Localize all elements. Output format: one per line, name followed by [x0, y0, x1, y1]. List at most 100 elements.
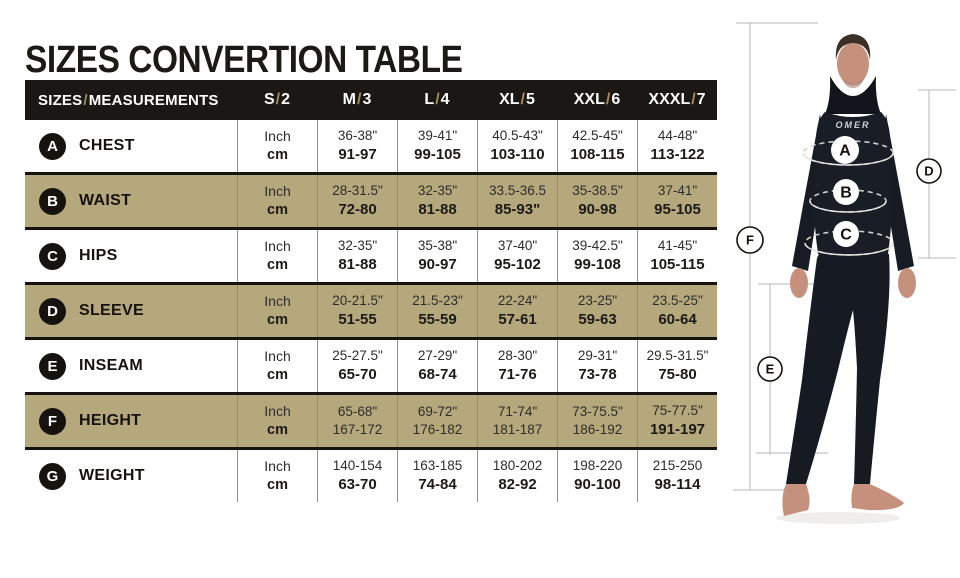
value-cell: 37-40" 95-102	[477, 230, 557, 282]
table-row-inseam: E INSEAM Inch cm 25-27.5" 65-70 27-29" 68-74 28-…	[25, 337, 717, 392]
table-header-size-xl: XL/5	[499, 91, 535, 108]
cm-value: 98-114	[654, 476, 701, 494]
inch-value: 41-45"	[657, 238, 698, 254]
value-cell: 23.5-25" 60-64	[637, 285, 717, 337]
inch-value: 39-41"	[417, 128, 458, 144]
value-cell: 28-31.5" 72-80	[317, 175, 397, 227]
row-letter-badge: C	[39, 242, 66, 270]
cm-value: 65-70	[338, 366, 377, 384]
measurement-figure: OMER A B C D E F	[718, 0, 960, 578]
value-cell: 39-41" 99-105	[397, 120, 477, 172]
value-cell: 180-202 82-92	[477, 450, 557, 502]
wetsuit-pants	[786, 254, 890, 484]
row-name-cell: D SLEEVE	[25, 285, 237, 337]
row-letter-badge: G	[39, 462, 66, 490]
marker-letter-a: A	[839, 143, 851, 160]
marker-circle-f	[736, 226, 764, 254]
value-cell: 35-38" 90-97	[397, 230, 477, 282]
row-letter-badge: B	[39, 187, 66, 215]
inch-value: 29-31"	[577, 348, 618, 364]
right-foot	[851, 484, 904, 511]
row-letter-badge: D	[39, 297, 66, 325]
inch-value: 27-29"	[417, 348, 458, 364]
marker-circle-b	[833, 179, 859, 205]
value-cell: 39-42.5" 99-108	[557, 230, 637, 282]
cm-value: 99-105	[414, 146, 461, 164]
inch-value: 35-38.5"	[572, 183, 623, 199]
row-name-cell: E INSEAM	[25, 340, 237, 392]
page-title: SIZES CONVERTION TABLE	[25, 39, 463, 82]
inch-value: 22-24"	[497, 293, 538, 309]
marker-letter-e: E	[766, 362, 775, 377]
inch-value: 39-42.5"	[572, 238, 623, 254]
value-cell: 21.5-23" 55-59	[397, 285, 477, 337]
value-cell: 35-38.5" 90-98	[557, 175, 637, 227]
cm-value: 81-88	[338, 256, 377, 274]
row-name-cell: A CHEST	[25, 120, 237, 172]
cm-value: 90-100	[574, 476, 621, 494]
inch-value: 29.5-31.5"	[646, 348, 709, 364]
model-photo: OMER	[776, 34, 916, 524]
units-cell: Inch cm	[237, 120, 317, 172]
value-cell: 32-35" 81-88	[397, 175, 477, 227]
cm-value: 82-92	[498, 476, 537, 494]
inch-value: 21.5-23"	[412, 293, 463, 309]
unit-cm-label: cm	[267, 421, 288, 438]
marker-circle-e	[757, 356, 783, 382]
inch-value: 140-154	[332, 458, 383, 474]
table-row-sleeve: D SLEEVE Inch cm 20-21.5" 51-55 21.5-23" 55-59 2…	[25, 282, 717, 337]
row-label: HIPS	[79, 247, 118, 264]
unit-inch-label: Inch	[264, 458, 291, 475]
value-cell: 198-220 90-100	[557, 450, 637, 502]
inch-value: 32-35"	[417, 183, 458, 199]
row-letter-badge: E	[39, 352, 66, 380]
row-label: INSEAM	[79, 357, 144, 374]
cm-value: 81-88	[418, 201, 457, 219]
table-row-hips: C HIPS Inch cm 32-35" 81-88 35-38" 90-97 37-40" 9…	[25, 227, 717, 282]
value-cell: 36-38" 91-97	[317, 120, 397, 172]
value-cell: 23-25" 59-63	[557, 285, 637, 337]
cm-value: 113-122	[650, 146, 705, 164]
unit-inch-label: Inch	[264, 128, 291, 145]
value-cell: 140-154 63-70	[317, 450, 397, 502]
value-cell: 163-185 74-84	[397, 450, 477, 502]
chest-ellipse-front	[802, 152, 894, 166]
inch-value: 44-48"	[657, 128, 698, 144]
unit-inch-label: Inch	[264, 183, 291, 200]
beard-shading	[842, 78, 864, 88]
table-header-name: SIZES/MEASUREMENTS	[38, 91, 219, 109]
inch-value: 71-74"	[497, 404, 538, 420]
unit-cm-label: cm	[267, 256, 288, 273]
wetsuit-model-illustration: OMER A B C D E F	[733, 22, 956, 524]
cm-value: 63-70	[338, 476, 377, 494]
table-row-waist: B WAIST Inch cm 28-31.5" 72-80 32-35" 81-88 33.5…	[25, 172, 717, 227]
table-header-size-s: S/2	[263, 91, 291, 108]
cm-value: 99-108	[574, 256, 621, 274]
value-cell: 32-35" 81-88	[317, 230, 397, 282]
gold-slash: /	[83, 91, 88, 109]
units-cell: Inch cm	[237, 450, 317, 502]
value-cell: 22-24" 57-61	[477, 285, 557, 337]
units-cell: Inch cm	[237, 175, 317, 227]
inch-value: 33.5-36.5	[488, 183, 547, 199]
value-cell: 215-250 98-114	[637, 450, 717, 502]
units-cell: Inch cm	[237, 285, 317, 337]
value-cell: 71-74" 181-187	[477, 395, 557, 447]
right-hand	[898, 268, 916, 298]
inch-value: 36-38"	[337, 128, 378, 144]
unit-cm-label: cm	[267, 311, 288, 328]
inch-value: 69-72"	[417, 404, 458, 420]
cm-value: 103-110	[490, 146, 545, 164]
cm-value: 51-55	[338, 311, 377, 329]
cm-value: 59-63	[578, 311, 617, 329]
inch-value: 28-30"	[497, 348, 538, 364]
cm-value: 105-115	[650, 256, 705, 274]
row-name-cell: G WEIGHT	[25, 450, 237, 502]
inch-value: 20-21.5"	[332, 293, 383, 309]
unit-inch-label: Inch	[264, 348, 291, 365]
cm-value: 90-98	[578, 201, 617, 219]
value-cell: 29-31" 73-78	[557, 340, 637, 392]
cm-value: 85-93"	[494, 201, 541, 219]
cm-value: 108-115	[570, 146, 625, 164]
